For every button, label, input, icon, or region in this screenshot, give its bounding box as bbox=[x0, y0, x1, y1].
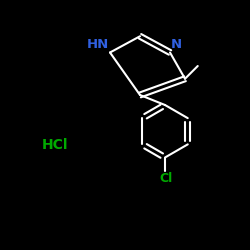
Text: HCl: HCl bbox=[42, 138, 68, 152]
Text: Cl: Cl bbox=[160, 172, 173, 186]
Text: N: N bbox=[171, 38, 182, 51]
Text: HN: HN bbox=[86, 38, 109, 51]
